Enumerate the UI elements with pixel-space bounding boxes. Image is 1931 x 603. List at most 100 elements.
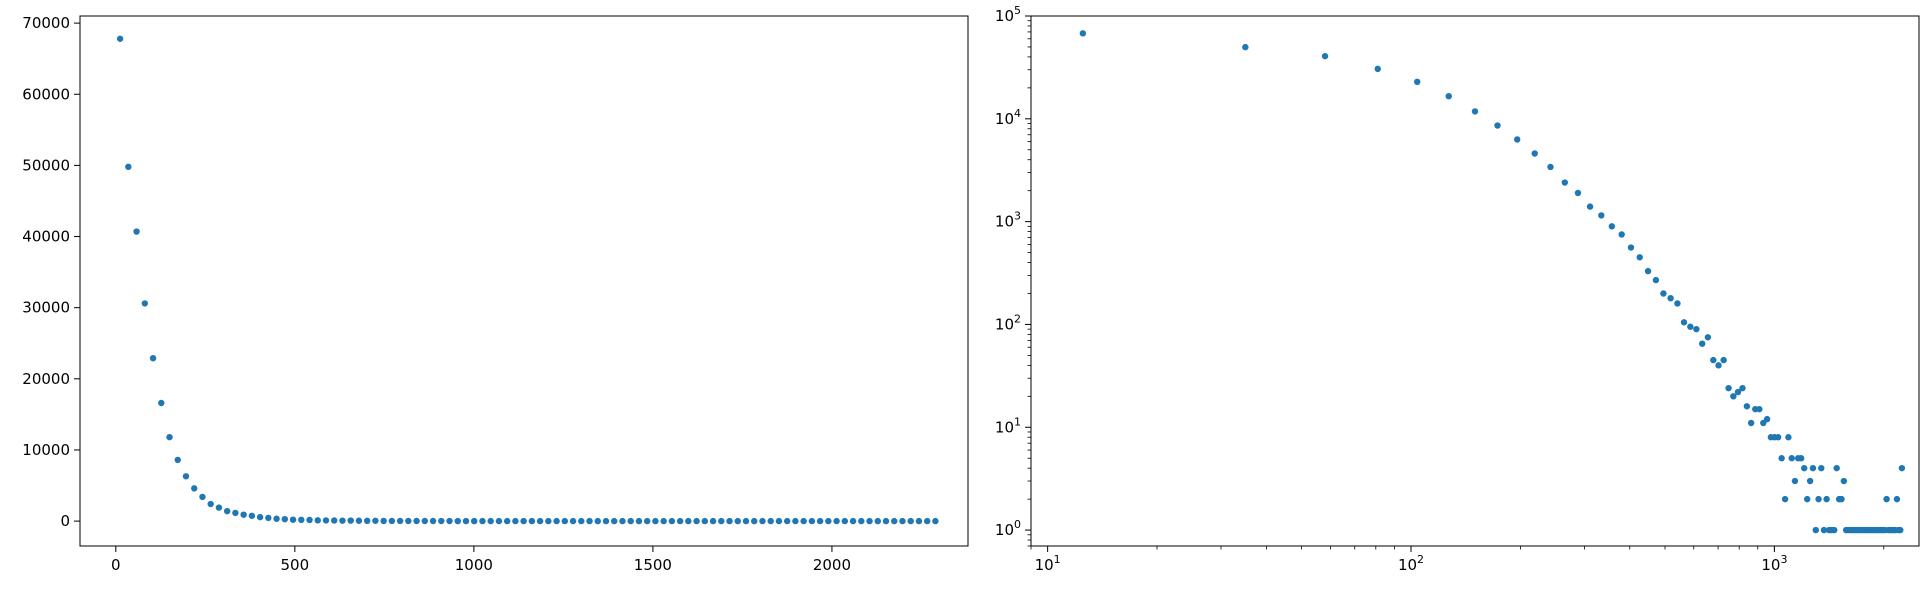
y-tick-label: 40000 (22, 228, 70, 246)
data-point (1574, 189, 1582, 197)
data-point (792, 517, 799, 525)
y-tick-label: 60000 (22, 85, 70, 103)
x-tick-label: 1500 (634, 556, 672, 574)
x-tick-label: 1000 (455, 556, 493, 574)
data-point (1838, 495, 1845, 503)
data-point (1674, 300, 1681, 307)
data-point (528, 517, 536, 525)
data-point (1747, 419, 1755, 427)
y-tick-label-exponent: 5 (1014, 4, 1021, 17)
data-point (1763, 415, 1771, 423)
data-point (215, 504, 223, 511)
data-point (1774, 434, 1782, 441)
data-point (1079, 30, 1087, 37)
data-point (495, 517, 503, 525)
data-point (734, 517, 741, 525)
data-point (1725, 384, 1732, 392)
data-point (685, 517, 692, 525)
y-tick-label-base: 10 (995, 110, 1014, 128)
data-point (1823, 495, 1830, 503)
data-point (569, 517, 577, 525)
data-point (446, 517, 453, 525)
data-point (182, 473, 190, 480)
data-point (1815, 495, 1822, 503)
data-point (1321, 52, 1329, 60)
y-tick-label: 50000 (22, 156, 70, 174)
y-tick-label-exponent: 2 (1014, 312, 1021, 325)
data-point (841, 517, 849, 525)
data-point (701, 517, 709, 525)
data-point (652, 517, 659, 525)
data-point (273, 515, 280, 522)
data-point (429, 517, 437, 525)
y-tick-label: 20000 (22, 370, 70, 388)
data-point (627, 517, 634, 525)
data-point (553, 517, 560, 525)
data-point (1809, 464, 1817, 472)
data-point (281, 515, 289, 523)
y-tick-label-base: 10 (995, 315, 1014, 333)
data-point (709, 517, 717, 525)
data-point (586, 517, 593, 525)
data-point (1687, 323, 1694, 330)
data-point (611, 517, 618, 525)
data-point (141, 300, 149, 307)
data-point (331, 517, 338, 524)
data-point (1720, 356, 1727, 364)
data-point (1374, 65, 1381, 73)
data-point (347, 517, 354, 524)
data-point (314, 517, 321, 524)
data-point (471, 517, 478, 525)
data-point (932, 517, 939, 525)
data-point (191, 485, 198, 492)
data-point (718, 517, 725, 525)
y-tick-label: 30000 (22, 299, 70, 317)
data-point (405, 517, 412, 525)
data-point (1820, 526, 1828, 534)
data-point (693, 517, 700, 525)
data-point (923, 517, 931, 525)
data-point (1561, 179, 1569, 186)
y-tick-label-base: 10 (995, 213, 1014, 231)
data-point (133, 228, 140, 235)
data-point (866, 517, 873, 525)
data-point (248, 512, 256, 519)
data-point (1840, 477, 1848, 485)
data-point (849, 517, 857, 525)
x-tick-label: 2000 (813, 556, 851, 574)
y-tick-label-base: 10 (995, 521, 1014, 539)
x-tick-label-base: 10 (1398, 556, 1417, 574)
data-point (676, 517, 684, 525)
x-tick-label: 101 (1035, 553, 1061, 574)
data-point (1831, 526, 1838, 534)
data-point (1710, 356, 1717, 364)
data-point (1734, 388, 1742, 396)
data-point (355, 517, 363, 524)
data-point (594, 517, 601, 525)
data-point (372, 517, 379, 524)
x-tick-label: 500 (281, 556, 310, 574)
data-point (775, 517, 783, 525)
y-tick-label: 101 (995, 415, 1021, 436)
data-point (1788, 455, 1795, 462)
y-tick-label-exponent: 3 (1014, 210, 1021, 223)
data-point (322, 517, 330, 524)
data-point (380, 517, 387, 525)
data-point (388, 517, 396, 525)
data-point (116, 35, 124, 42)
data-point (1833, 464, 1840, 472)
data-point (891, 517, 898, 525)
data-point (1897, 526, 1904, 534)
data-point (1242, 43, 1249, 51)
data-point (1812, 526, 1820, 534)
data-point (1699, 340, 1706, 347)
data-point (783, 517, 791, 525)
data-point (298, 516, 305, 524)
data-point (289, 516, 297, 523)
x-tick-label: 103 (1761, 553, 1787, 574)
data-point (1791, 477, 1799, 485)
y-tick-label: 105 (995, 4, 1021, 25)
data-point (668, 517, 676, 525)
y-tick-label-exponent: 0 (1014, 518, 1021, 531)
